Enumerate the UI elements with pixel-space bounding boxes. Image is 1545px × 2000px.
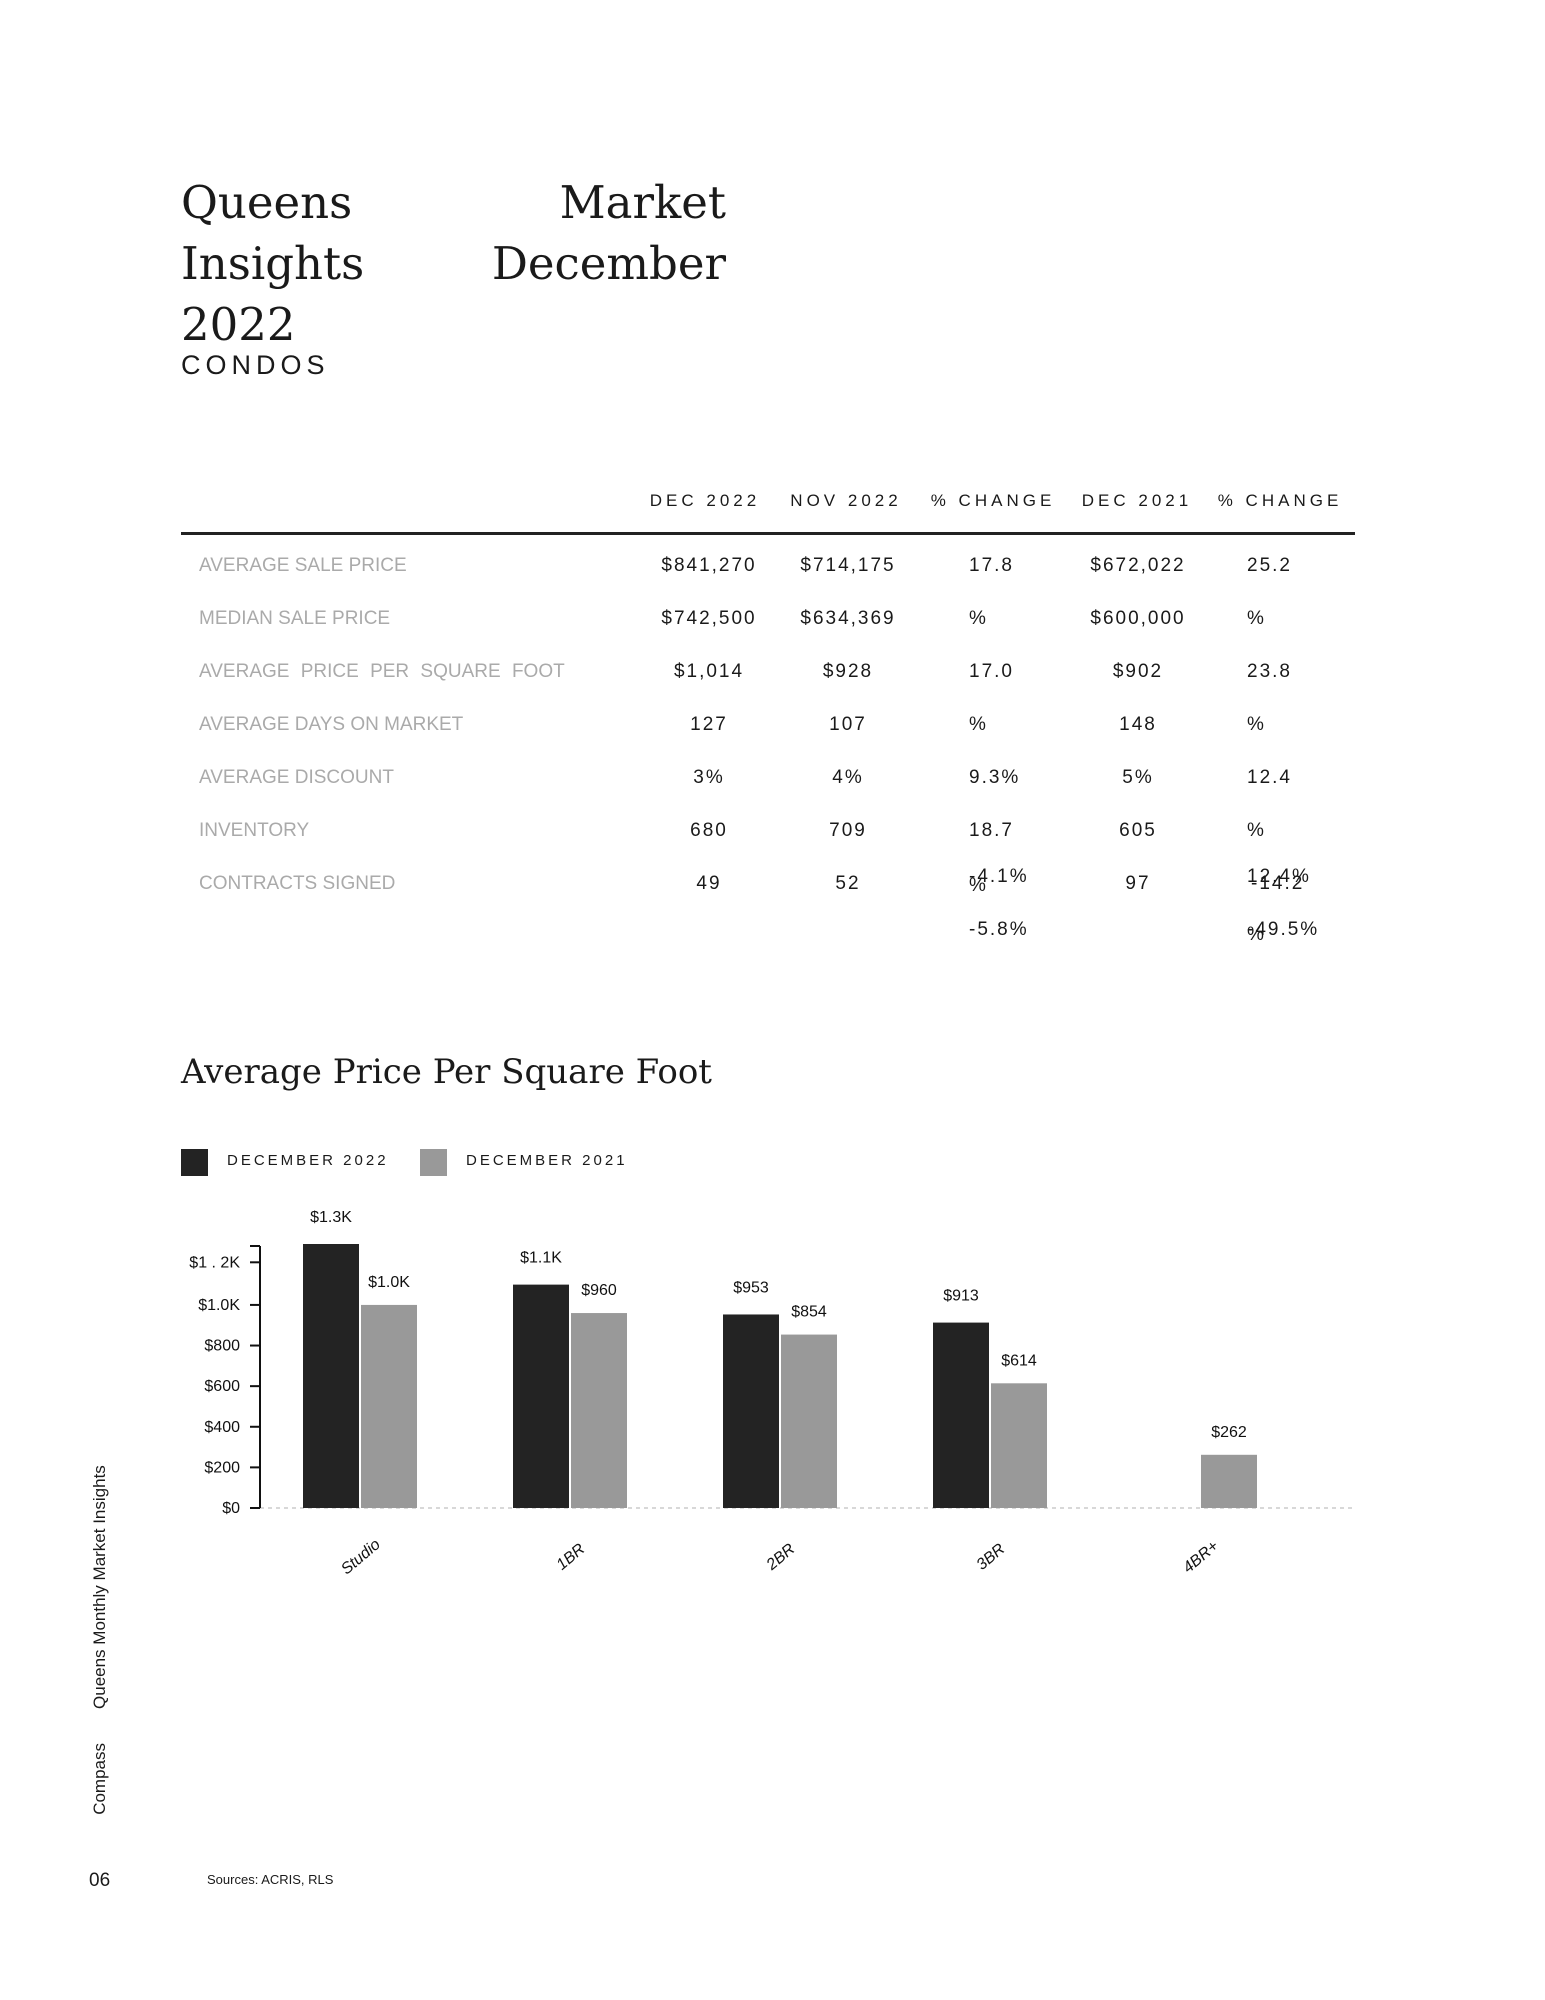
cell-average-sale-price-nov-2022: $714,175 — [800, 555, 896, 576]
page-number: 06 — [89, 1870, 111, 1891]
bar-3br-series-0 — [933, 1322, 989, 1508]
pct-change-yoy-text: -14.2 — [1251, 873, 1305, 894]
bar-data-label: $913 — [943, 1288, 979, 1305]
bar-data-label: $1.3K — [310, 1209, 352, 1226]
table-header-rule — [181, 532, 1355, 535]
pct-change-mom-text: 17.8 — [969, 555, 1014, 576]
bar-data-label: $1.1K — [520, 1250, 562, 1267]
cell-median-sale-price-nov-2022: $634,369 — [800, 608, 896, 629]
bar-1br-series-1 — [571, 1313, 627, 1508]
pct-change-mom-text: % — [969, 608, 988, 629]
bar-studio-series-1 — [361, 1304, 417, 1508]
row-label-contracts-signed: CONTRACTS SIGNED — [199, 873, 396, 894]
pct-change-yoy-text: 25.2 — [1247, 555, 1292, 576]
pct-change-yoy-text: 23.8 — [1247, 661, 1292, 682]
column-header-pct-change-yoy: % CHANGE — [1217, 491, 1343, 510]
pct-change-mom-text: -5.8% — [969, 919, 1029, 940]
bar-data-label: $1.0K — [368, 1274, 410, 1291]
column-header-nov-2022: NOV 2022 — [790, 491, 902, 510]
cell-price-per-sqft-dec-2022: $1,014 — [673, 661, 745, 682]
legend-swatch-december-2022 — [181, 1149, 208, 1176]
page-title: Queens Market Insights December 2022 — [181, 176, 726, 351]
y-tick-label: $800 — [204, 1338, 240, 1355]
cell-inventory-nov-2022: 709 — [829, 820, 867, 841]
bar-2br-series-1 — [781, 1334, 837, 1508]
pct-change-yoy-text: % — [1247, 820, 1266, 841]
y-tick-label: $600 — [204, 1378, 240, 1395]
cell-discount-dec-2022: 3% — [693, 767, 725, 788]
column-header-dec-2022: DEC 2022 — [649, 491, 761, 510]
cell-average-sale-price-dec-2022: $841,270 — [661, 555, 757, 576]
row-label-average-days-on-market: AVERAGE DAYS ON MARKET — [199, 714, 464, 735]
cell-median-sale-price-dec-2021: $600,000 — [1090, 608, 1186, 629]
row-label-average-sale-price: AVERAGE SALE PRICE — [199, 555, 407, 576]
bar-data-label: $854 — [791, 1304, 827, 1321]
cell-days-on-market-nov-2022: 107 — [829, 714, 867, 735]
cell-contracts-signed-dec-2021: 97 — [1125, 873, 1151, 894]
cell-days-on-market-dec-2021: 148 — [1119, 714, 1157, 735]
pct-change-yoy-text: -49.5% — [1247, 919, 1320, 940]
bar-data-label: $953 — [733, 1279, 769, 1296]
y-tick-label: $400 — [204, 1419, 240, 1436]
page-subtitle: CONDOS — [181, 350, 330, 380]
column-header-pct-change-mom: % CHANGE — [930, 491, 1056, 510]
bar-data-label: $262 — [1211, 1424, 1247, 1441]
cell-inventory-dec-2022: 680 — [690, 820, 728, 841]
pct-change-yoy-text: % — [1247, 608, 1266, 629]
brand-name: Compass — [90, 1742, 109, 1815]
legend-label-december-2022: DECEMBER 2022 — [227, 1152, 389, 1169]
pct-change-yoy-text: 12.4 — [1247, 767, 1292, 788]
x-tick-label: Studio — [338, 1536, 384, 1578]
bar-1br-series-0 — [513, 1284, 569, 1508]
bar-4br-series-1 — [1201, 1454, 1257, 1508]
column-header-dec-2021: DEC 2021 — [1081, 491, 1193, 510]
row-label-inventory: INVENTORY — [199, 820, 310, 841]
pct-change-mom-text: 17.0 — [969, 661, 1014, 682]
pct-change-mom-text: % — [969, 875, 988, 896]
bar-data-label: $960 — [581, 1282, 617, 1299]
bar-2br-series-0 — [723, 1314, 779, 1508]
bar-studio-series-0 — [303, 1244, 359, 1508]
cell-discount-dec-2021: 5% — [1122, 767, 1154, 788]
side-caption: Compass Queens Monthly Market Insights — [90, 1465, 110, 1815]
pct-change-mom-text: 9.3% — [969, 767, 1021, 788]
pct-change-mom-text: 18.7 — [969, 820, 1014, 841]
sources-note: Sources: ACRIS, RLS — [207, 1872, 334, 1887]
legend-swatch-december-2021 — [420, 1149, 447, 1176]
row-label-average-discount: AVERAGE DISCOUNT — [199, 767, 394, 788]
pct-change-yoy-text: % — [1247, 924, 1266, 945]
pct-change-yoy-text: % — [1247, 714, 1266, 735]
cell-average-sale-price-dec-2021: $672,022 — [1090, 555, 1186, 576]
x-tick-label: 1BR — [554, 1540, 589, 1573]
cell-price-per-sqft-dec-2021: $902 — [1112, 661, 1164, 682]
y-tick-label: $1 . 2K — [189, 1254, 240, 1271]
y-tick-label: $0 — [222, 1500, 240, 1517]
pct-change-mom-text: -4.1% — [969, 866, 1029, 887]
pct-change-mom-text: % — [969, 714, 988, 735]
cell-median-sale-price-dec-2022: $742,500 — [661, 608, 757, 629]
cell-inventory-dec-2021: 605 — [1119, 820, 1157, 841]
cell-discount-nov-2022: 4% — [832, 767, 864, 788]
bar-3br-series-1 — [991, 1383, 1047, 1508]
pct-change-yoy-text: 12.4% — [1247, 866, 1311, 887]
x-tick-label: 4BR+ — [1180, 1538, 1222, 1577]
cell-days-on-market-dec-2022: 127 — [690, 714, 728, 735]
x-tick-label: 3BR — [974, 1540, 1009, 1573]
y-tick-label: $200 — [204, 1459, 240, 1476]
bar-data-label: $614 — [1001, 1352, 1037, 1369]
chart-title: Average Price Per Square Foot — [181, 1052, 712, 1092]
row-label-average-price-per-square-foot: AVERAGE PRICE PER SQUARE FOOT — [199, 661, 565, 682]
cell-contracts-signed-nov-2022: 52 — [835, 873, 861, 894]
cell-price-per-sqft-nov-2022: $928 — [822, 661, 874, 682]
cell-contracts-signed-dec-2022: 49 — [696, 873, 722, 894]
x-tick-label: 2BR — [763, 1540, 799, 1574]
publication-name: Queens Monthly Market Insights — [90, 1465, 109, 1709]
legend-label-december-2021: DECEMBER 2021 — [466, 1152, 628, 1169]
row-label-median-sale-price: MEDIAN SALE PRICE — [199, 608, 391, 629]
y-tick-label: $1.0K — [198, 1297, 240, 1314]
